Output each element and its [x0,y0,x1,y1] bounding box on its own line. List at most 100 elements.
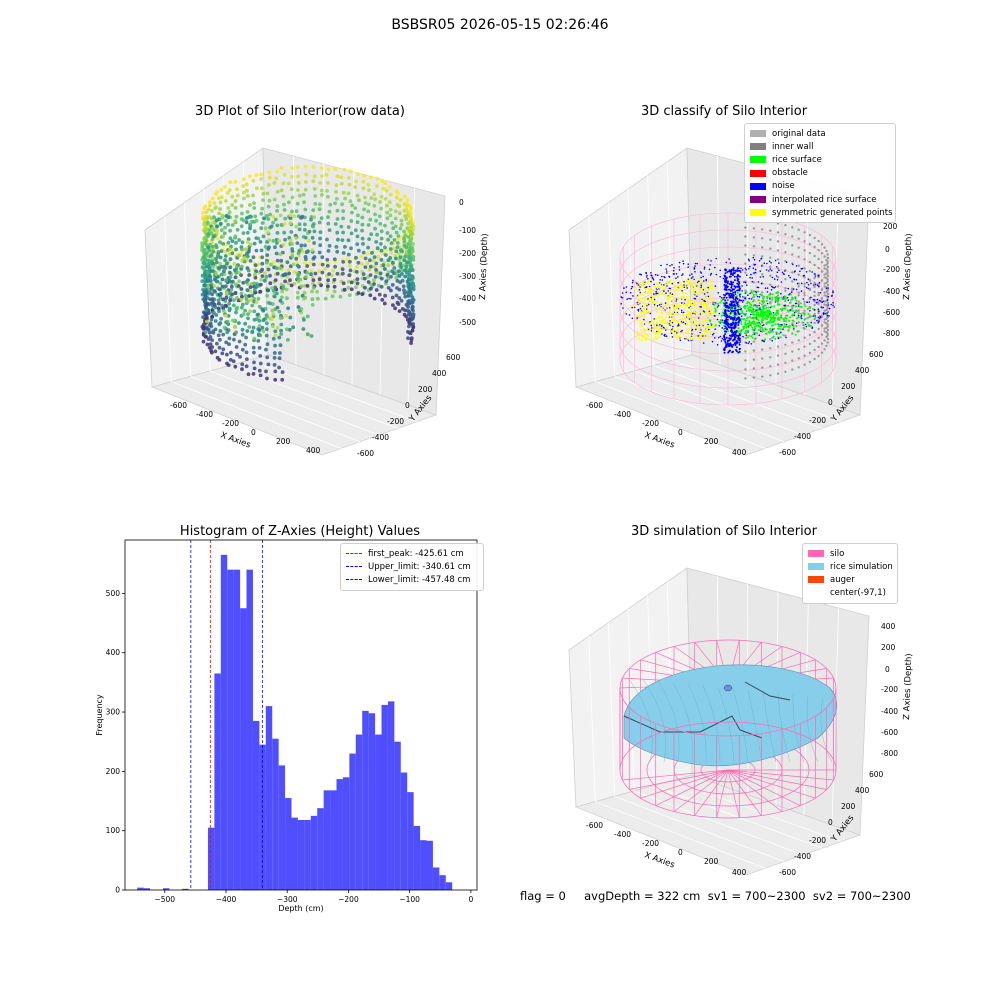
noise-point [691,328,694,331]
inner-wall-point [776,285,780,288]
noise-point [663,334,665,337]
scatter-point [203,272,208,277]
scatter-point [374,288,379,292]
noise-point [817,316,820,319]
noise-point [758,304,760,307]
histogram-bar [278,765,286,890]
noise-point [737,321,740,324]
scatter-point [209,348,214,353]
rice-surface-point [721,311,724,314]
symmetric-point [648,299,651,302]
scatter-point [369,175,374,180]
noise-point [708,268,711,271]
noise-point [732,296,735,299]
noise-point [712,303,714,305]
rice-surface-point [722,328,725,331]
symmetric-point [667,301,670,304]
scatter-point [311,224,315,229]
scatter-point [209,208,214,213]
symmetric-point [684,292,687,295]
scatter-point [277,238,282,243]
noise-point [730,344,733,346]
symmetric-point [665,308,668,311]
inner-wall-point [784,352,787,355]
inner-wall-point [826,262,829,265]
inner-wall-point [803,291,806,294]
rice-surface-point [771,296,774,299]
noise-point [771,340,773,342]
histogram-bar [227,569,234,890]
rice-surface-point [748,334,750,337]
scatter-point [200,243,205,248]
symmetric-point [679,305,681,307]
histogram-bar [420,840,427,890]
x-tick-label: −100 [399,895,420,904]
scatter-point [202,247,207,252]
symmetric-point [710,300,713,303]
noise-point [796,282,799,285]
symmetric-point [676,320,679,323]
rice-surface-point [749,323,752,326]
rice-surface-point [753,313,756,316]
scatter-point [383,253,388,257]
y-tick: 0 [405,401,410,410]
noise-point [682,273,684,275]
scatter-point [258,333,263,338]
scatter-point [388,207,393,212]
inner-wall-point [820,261,824,264]
scatter-point [395,195,399,200]
scatter-point [348,268,353,273]
scatter-point [330,294,335,299]
scatter-point [220,195,224,200]
noise-point [721,337,724,340]
scatter-point [385,231,390,235]
scatter-point [255,284,260,288]
symmetric-point [705,326,708,329]
inner-wall-point [803,249,806,252]
symmetric-point [696,286,699,289]
noise-point [723,347,726,350]
inner-wall-point [803,285,806,288]
rice-surface-point [774,337,777,340]
symmetric-point [638,301,641,304]
scatter-point [394,293,399,298]
noise-point [718,325,721,327]
rice-surface-point [794,311,797,314]
scatter-point [275,258,280,263]
noise-point [814,275,817,277]
inner-wall-point [769,347,772,350]
scatter-point [223,218,228,223]
rice-surface-point [731,308,734,311]
noise-point [623,287,625,289]
noise-point [734,269,737,272]
scatter-point [405,226,410,231]
scatter-point [374,218,378,223]
scatter-point [284,314,288,318]
rice-surface-point [782,334,785,337]
noise-point [725,336,728,339]
scatter-point [227,308,232,313]
noise-point [728,349,731,352]
symmetric-point [660,319,663,322]
scatter-point [271,214,275,219]
scatter-point [353,206,358,211]
scatter-point [357,198,361,203]
scatter-point [240,362,245,367]
scatter-point [320,174,324,179]
noise-point [776,271,779,274]
noise-point [661,325,663,327]
scatter-point [218,240,222,245]
symmetric-point [672,316,674,319]
scatter-point [409,338,414,343]
rice-surface-point [810,324,813,327]
noise-point [665,335,668,338]
scatter-point [267,238,272,243]
symmetric-point [640,338,643,341]
symmetric-point [679,314,682,317]
rice-surface-point [752,320,755,323]
scatter-point [259,177,264,181]
symmetric-point [651,301,654,304]
scatter-point [410,247,415,251]
legend-swatch [750,169,766,177]
symmetric-point [641,308,644,311]
